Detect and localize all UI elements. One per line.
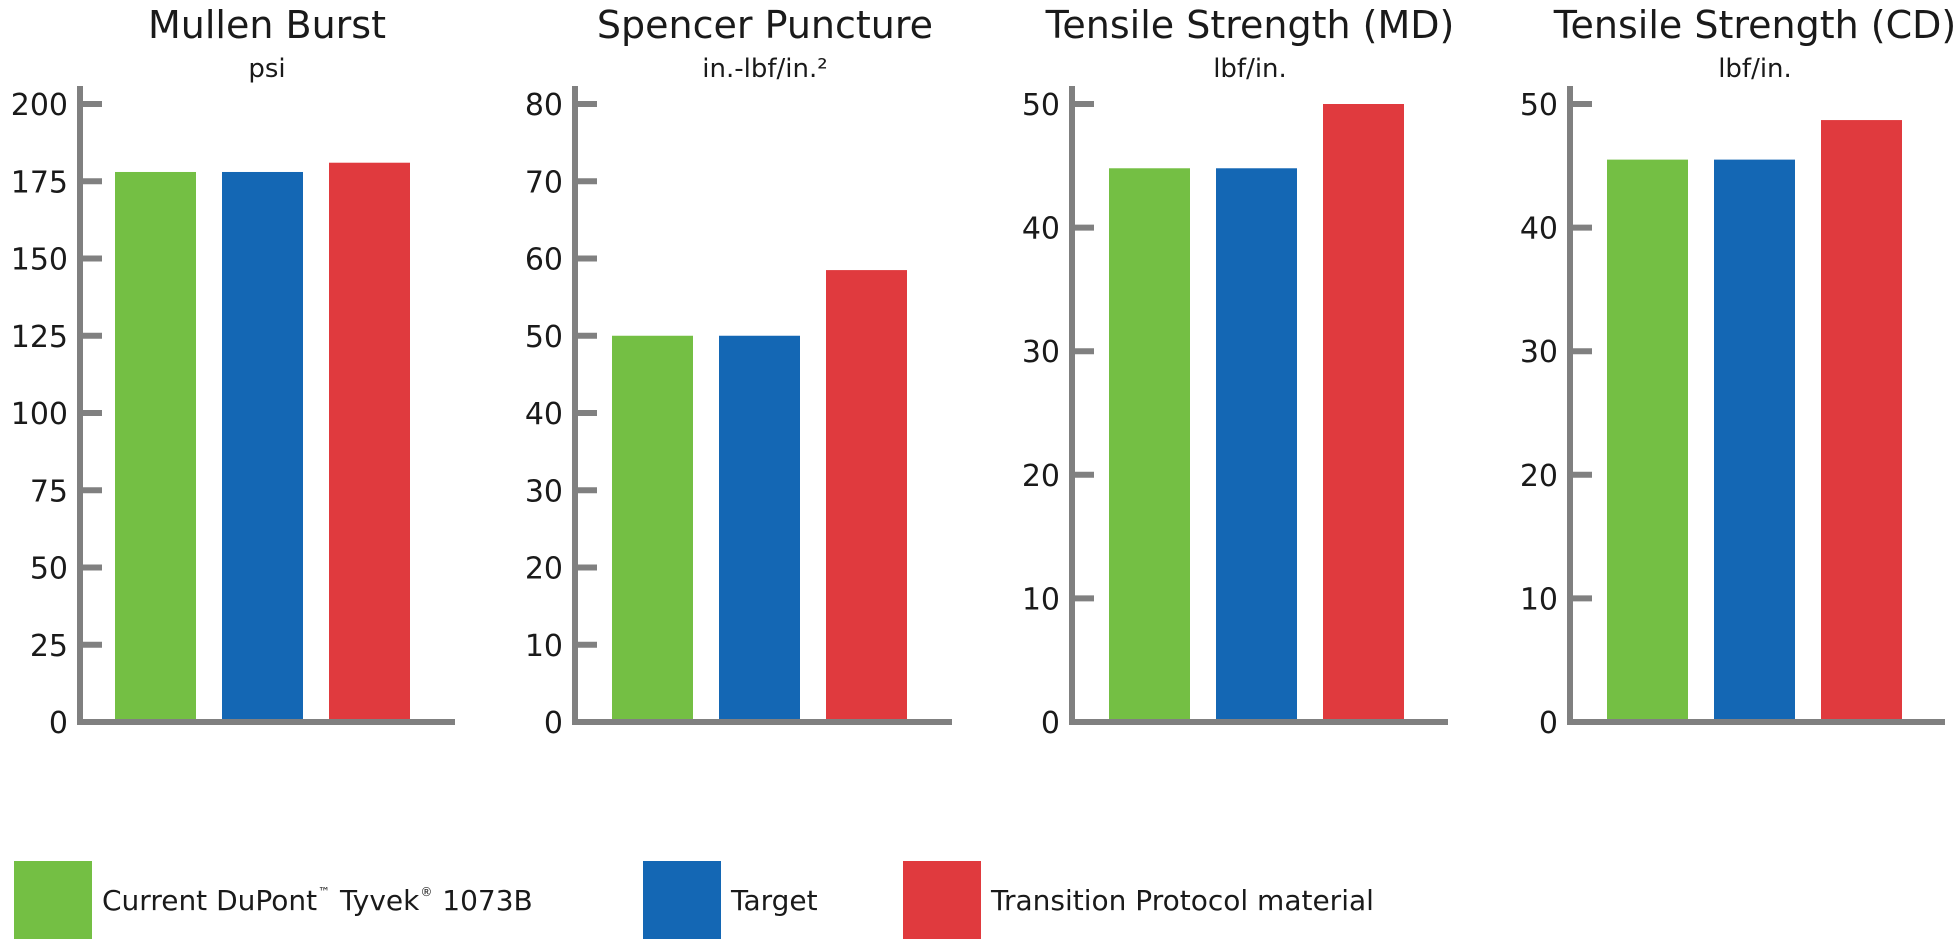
legend-label-target: Target — [731, 883, 818, 917]
bar-transition — [826, 270, 907, 719]
y-tick-label: 20 — [1022, 459, 1060, 494]
legend-item-target: Target — [643, 860, 818, 940]
bar-tyvek — [1109, 168, 1190, 720]
y-tick-label: 10 — [1520, 582, 1558, 617]
legend-swatch-target — [643, 861, 721, 939]
y-tick-label: 10 — [1022, 582, 1060, 617]
y-tick-label: 40 — [1520, 212, 1558, 247]
chart-title: Spencer Puncture — [597, 3, 933, 47]
legend-swatch-transition — [903, 861, 981, 939]
chart-title: Tensile Strength (MD) — [1045, 3, 1455, 47]
legend-label-tyvek: Current DuPont™ Tyvek® 1073B — [102, 883, 533, 917]
y-tick-label: 20 — [1520, 459, 1558, 494]
y-tick-label: 50 — [1520, 88, 1558, 123]
y-tick-label: 200 — [11, 88, 68, 123]
bar-target — [222, 171, 303, 720]
y-tick-label: 0 — [1041, 706, 1060, 741]
y-tick-label: 70 — [525, 165, 563, 200]
y-tick-label: 20 — [525, 552, 563, 587]
chart-unit-label: psi — [248, 54, 285, 84]
y-tick-label: 40 — [525, 397, 563, 432]
chart-unit-label: lbf/in. — [1213, 54, 1287, 84]
bar-tyvek — [1607, 159, 1688, 719]
y-tick-label: 0 — [544, 706, 563, 741]
y-tick-label: 30 — [1022, 335, 1060, 370]
y-tick-label: 80 — [525, 88, 563, 123]
bar-transition — [1821, 120, 1902, 720]
legend-item-tyvek: Current DuPont™ Tyvek® 1073B — [14, 860, 533, 940]
chart-unit-label: in.-lbf/in.² — [702, 54, 827, 84]
y-tick-label: 75 — [30, 474, 68, 509]
y-tick-label: 30 — [525, 474, 563, 509]
y-tick-label: 10 — [525, 629, 563, 664]
legend-swatch-tyvek — [14, 861, 92, 939]
y-tick-label: 25 — [30, 629, 68, 664]
bar-target — [1714, 159, 1795, 719]
bar-target — [719, 335, 800, 719]
y-tick-label: 50 — [525, 320, 563, 355]
y-tick-label: 100 — [11, 397, 68, 432]
y-tick-label: 175 — [11, 165, 68, 200]
bar-transition — [329, 162, 410, 719]
legend-label-transition: Transition Protocol material — [991, 883, 1374, 917]
chart-title: Mullen Burst — [148, 3, 386, 47]
y-tick-label: 40 — [1022, 212, 1060, 247]
y-tick-label: 50 — [1022, 88, 1060, 123]
y-tick-label: 0 — [1539, 706, 1558, 741]
chart-title: Tensile Strength (CD) — [1553, 3, 1955, 47]
bar-transition — [1323, 104, 1404, 719]
y-tick-label: 125 — [11, 320, 68, 355]
y-tick-label: 50 — [30, 552, 68, 587]
y-tick-label: 30 — [1520, 335, 1558, 370]
bar-target — [1216, 168, 1297, 720]
bar-tyvek — [612, 335, 693, 719]
legend-item-transition: Transition Protocol material — [903, 860, 1374, 940]
chart-unit-label: lbf/in. — [1718, 54, 1792, 84]
bar-tyvek — [115, 171, 196, 720]
y-tick-label: 60 — [525, 243, 563, 278]
y-tick-label: 0 — [49, 706, 68, 741]
y-tick-label: 150 — [11, 243, 68, 278]
